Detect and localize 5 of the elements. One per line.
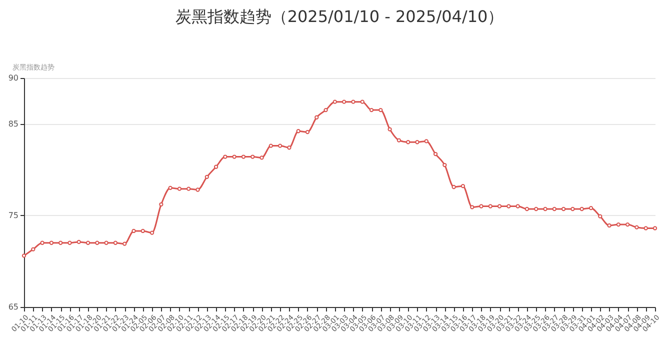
chart-title: 炭黑指数趋势（2025/01/10 - 2025/04/10） [175,7,504,26]
y-tick-label: 85 [8,119,18,128]
y-tick-label: 65 [8,302,18,312]
y-tick-label: 75 [8,210,18,220]
y-tick-label: 90 [8,74,18,82]
